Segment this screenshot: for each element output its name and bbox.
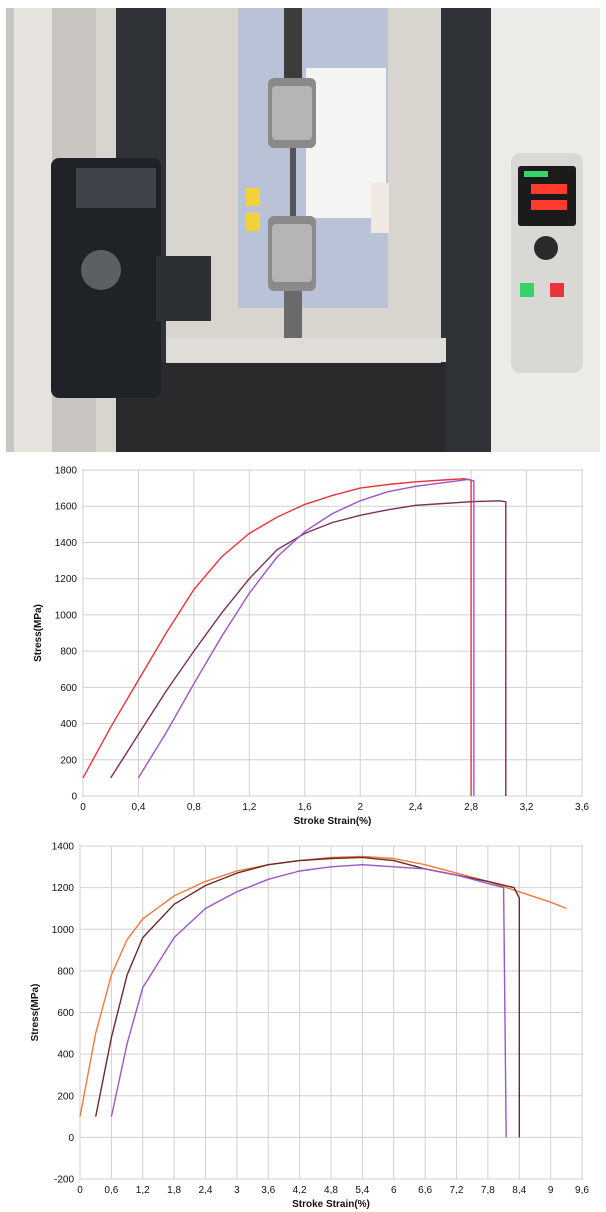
x-tick-label: 9 bbox=[548, 1185, 554, 1196]
y-tick-label: 1600 bbox=[55, 502, 78, 513]
x-tick-label: 4,2 bbox=[293, 1185, 307, 1196]
x-tick-label: 0,8 bbox=[187, 802, 201, 813]
x-tick-label: 3,6 bbox=[261, 1185, 275, 1196]
camera-lens-icon bbox=[81, 250, 121, 290]
x-tick-label: 1,2 bbox=[242, 802, 256, 813]
y-tick-label: 600 bbox=[57, 1008, 74, 1019]
x-tick-label: 3 bbox=[234, 1185, 240, 1196]
x-tick-label: 9,6 bbox=[575, 1185, 589, 1196]
x-tick-label: 0 bbox=[80, 802, 86, 813]
x-tick-label: 1,8 bbox=[167, 1185, 181, 1196]
x-tick-label: 7,8 bbox=[481, 1185, 495, 1196]
testing-machine-photo bbox=[6, 8, 600, 452]
left-window-frame bbox=[14, 8, 52, 452]
info-label-icon bbox=[371, 183, 389, 233]
series-line-2 bbox=[95, 856, 520, 1138]
x-tick-label: 8,4 bbox=[512, 1185, 526, 1196]
x-tick-label: 0,4 bbox=[131, 802, 145, 813]
lower-grip-face bbox=[272, 224, 312, 282]
x-tick-label: 1,2 bbox=[136, 1185, 150, 1196]
y-tick-label: 1400 bbox=[55, 538, 78, 549]
warning-label-icon bbox=[246, 213, 260, 231]
x-tick-label: 3,2 bbox=[520, 802, 534, 813]
display-readout bbox=[531, 200, 567, 210]
camera-body bbox=[156, 256, 211, 321]
machine-base bbox=[116, 363, 446, 452]
y-tick-label: 200 bbox=[57, 1091, 74, 1102]
series-line-3 bbox=[110, 864, 507, 1138]
stress-strain-chart-2: 0 0,6 1,2 1,8 2,4 3 3,6 4,2 4,8 5,4 6 6,6 7,2 7,8 8,4 9… bbox=[30, 842, 589, 1211]
y-tick-label: 0 bbox=[68, 1133, 74, 1144]
stop-button-icon bbox=[550, 283, 564, 297]
control-knob-icon bbox=[534, 236, 558, 260]
camera-top bbox=[76, 168, 156, 208]
series-line-2 bbox=[110, 500, 507, 796]
specimen-icon bbox=[290, 148, 296, 218]
x-tick-label: 1,6 bbox=[298, 802, 312, 813]
x-tick-label: 2,8 bbox=[464, 802, 478, 813]
x-tick-label: 2 bbox=[357, 802, 363, 813]
x-tick-label: 6,6 bbox=[418, 1185, 432, 1196]
y-tick-label: 0 bbox=[71, 792, 77, 803]
right-column bbox=[441, 8, 491, 452]
y-tick-label: 1200 bbox=[52, 883, 75, 894]
y-tick-label: 1400 bbox=[52, 842, 75, 853]
y-tick-label: -200 bbox=[54, 1175, 74, 1186]
y-tick-label: 800 bbox=[57, 966, 74, 977]
crosshead-plate bbox=[166, 338, 446, 362]
y-tick-label: 1800 bbox=[55, 466, 78, 477]
display-indicator bbox=[524, 171, 548, 177]
y-tick-label: 400 bbox=[60, 719, 77, 730]
y-tick-label: 1000 bbox=[52, 925, 75, 936]
x-tick-label: 7,2 bbox=[450, 1185, 464, 1196]
display-readout bbox=[531, 184, 567, 194]
y-tick-label: 400 bbox=[57, 1050, 74, 1061]
y-tick-label: 200 bbox=[60, 755, 77, 766]
x-tick-label: 3,6 bbox=[575, 802, 589, 813]
y-tick-label: 600 bbox=[60, 683, 77, 694]
x-axis-label: Stroke Strain(%) bbox=[294, 816, 372, 827]
stress-strain-chart-1: 0 0,4 0,8 1,2 1,6 2 2,4 2,8 3,2 3,6 0 200 400 600 800 1… bbox=[33, 466, 589, 828]
series-line-1 bbox=[82, 478, 472, 796]
y-axis-label: Stress(MPa) bbox=[33, 604, 44, 662]
x-tick-label: 2,4 bbox=[409, 802, 423, 813]
x-axis-label: Stroke Strain(%) bbox=[292, 1199, 370, 1210]
x-tick-label: 4,8 bbox=[324, 1185, 338, 1196]
series-line-3 bbox=[137, 478, 475, 796]
y-axis-label: Stress(MPa) bbox=[30, 984, 41, 1042]
control-display bbox=[518, 166, 576, 226]
x-tick-label: 0,6 bbox=[104, 1185, 118, 1196]
x-tick-label: 2,4 bbox=[199, 1185, 213, 1196]
x-tick-label: 0 bbox=[77, 1185, 83, 1196]
x-tick-label: 6 bbox=[391, 1185, 397, 1196]
warning-label-icon bbox=[246, 188, 260, 206]
upper-rod bbox=[284, 8, 302, 78]
y-tick-label: 1000 bbox=[55, 610, 78, 621]
y-tick-label: 800 bbox=[60, 647, 77, 658]
upper-grip-face bbox=[272, 86, 312, 140]
start-button-icon bbox=[520, 283, 534, 297]
y-tick-label: 1200 bbox=[55, 574, 78, 585]
x-tick-label: 5,4 bbox=[355, 1185, 369, 1196]
